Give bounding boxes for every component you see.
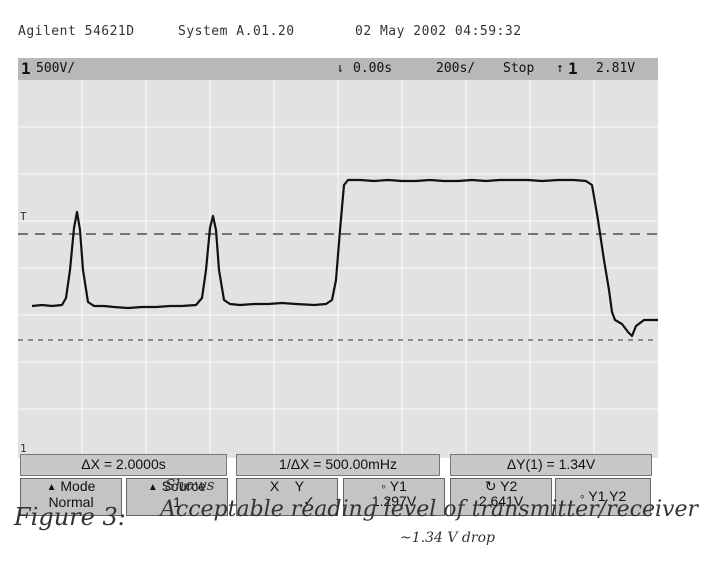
source-value: 1 <box>173 494 181 510</box>
waveform-display: T 1 <box>18 80 658 454</box>
inv-delta-x-readout: 1/ΔX = 500.00mHz <box>236 454 440 476</box>
volts-per-div: 500V/ <box>36 61 76 76</box>
time-per-div: 200s/ <box>436 61 476 76</box>
trigger-level: 2.81V <box>596 61 636 76</box>
entry-knob-icon: ↻ <box>484 478 497 494</box>
y1y2-softkey[interactable]: ◦ Y1 Y2 <box>555 478 651 516</box>
trigger-edge-icon: ↑ <box>556 61 564 76</box>
mode-label: Mode <box>60 478 96 494</box>
graticule-grid <box>18 80 658 454</box>
trigger-channel: 1 <box>568 59 578 78</box>
oscilloscope-screen: 1 500V/ ⇂ 0.00s 200s/ Stop ↑ 1 2.81V <box>18 58 658 516</box>
mode-softkey[interactable]: ▲ Mode Normal <box>20 478 122 516</box>
menu-triangle-icon: ▲ <box>46 482 57 493</box>
channel-1-trace <box>31 178 658 338</box>
y1-value: 1.297V <box>371 493 417 509</box>
y1-label: Y1 <box>389 478 407 494</box>
entry-knob-icon: ◦ <box>381 478 387 494</box>
figure-label: Figure 3: <box>14 503 126 531</box>
y2-label: Y2 <box>500 478 518 494</box>
mode-value: Normal <box>48 494 94 510</box>
instrument-model: Agilent 54621D <box>18 24 135 39</box>
channel-number: 1 <box>21 59 31 78</box>
y1y2-label: Y1 Y2 <box>588 488 627 504</box>
system-version: System A.01.20 <box>178 24 295 39</box>
status-bar: 1 500V/ ⇂ 0.00s 200s/ Stop ↑ 1 2.81V <box>18 58 658 80</box>
y2-value: 2.641V <box>478 493 524 509</box>
trigger-position-icon: ⇂ <box>336 61 344 76</box>
y-label: Y <box>294 478 305 494</box>
drop-note: ~1.34 V drop <box>400 530 495 546</box>
run-state: Stop <box>503 61 535 76</box>
shows-note: Shows <box>165 476 215 494</box>
y2-softkey[interactable]: ↻ Y2 2.641V <box>450 478 552 516</box>
capture-datetime: 02 May 2002 04:59:32 <box>355 24 522 39</box>
source-softkey[interactable]: ▲ Source 1 <box>126 478 228 516</box>
delta-x-readout: ΔX = 2.0000s <box>20 454 227 476</box>
xy-cursor-softkey[interactable]: X Y ✓ <box>236 478 338 516</box>
menu-triangle-icon: ▲ <box>147 482 158 493</box>
trigger-level-marker: T <box>20 210 27 223</box>
x-label: X <box>269 478 280 494</box>
time-offset: 0.00s <box>353 61 393 76</box>
entry-knob-icon: ◦ <box>579 488 585 504</box>
y1-softkey[interactable]: ◦ Y1 1.297V <box>343 478 445 516</box>
ground-marker: 1 <box>20 442 27 454</box>
delta-y-readout: ΔY(1) = 1.34V <box>450 454 652 476</box>
figure-caption: Acceptable reading level of transmitter/… <box>160 497 698 522</box>
check-icon: ✓ <box>303 493 315 509</box>
source-label: Source <box>161 478 207 494</box>
